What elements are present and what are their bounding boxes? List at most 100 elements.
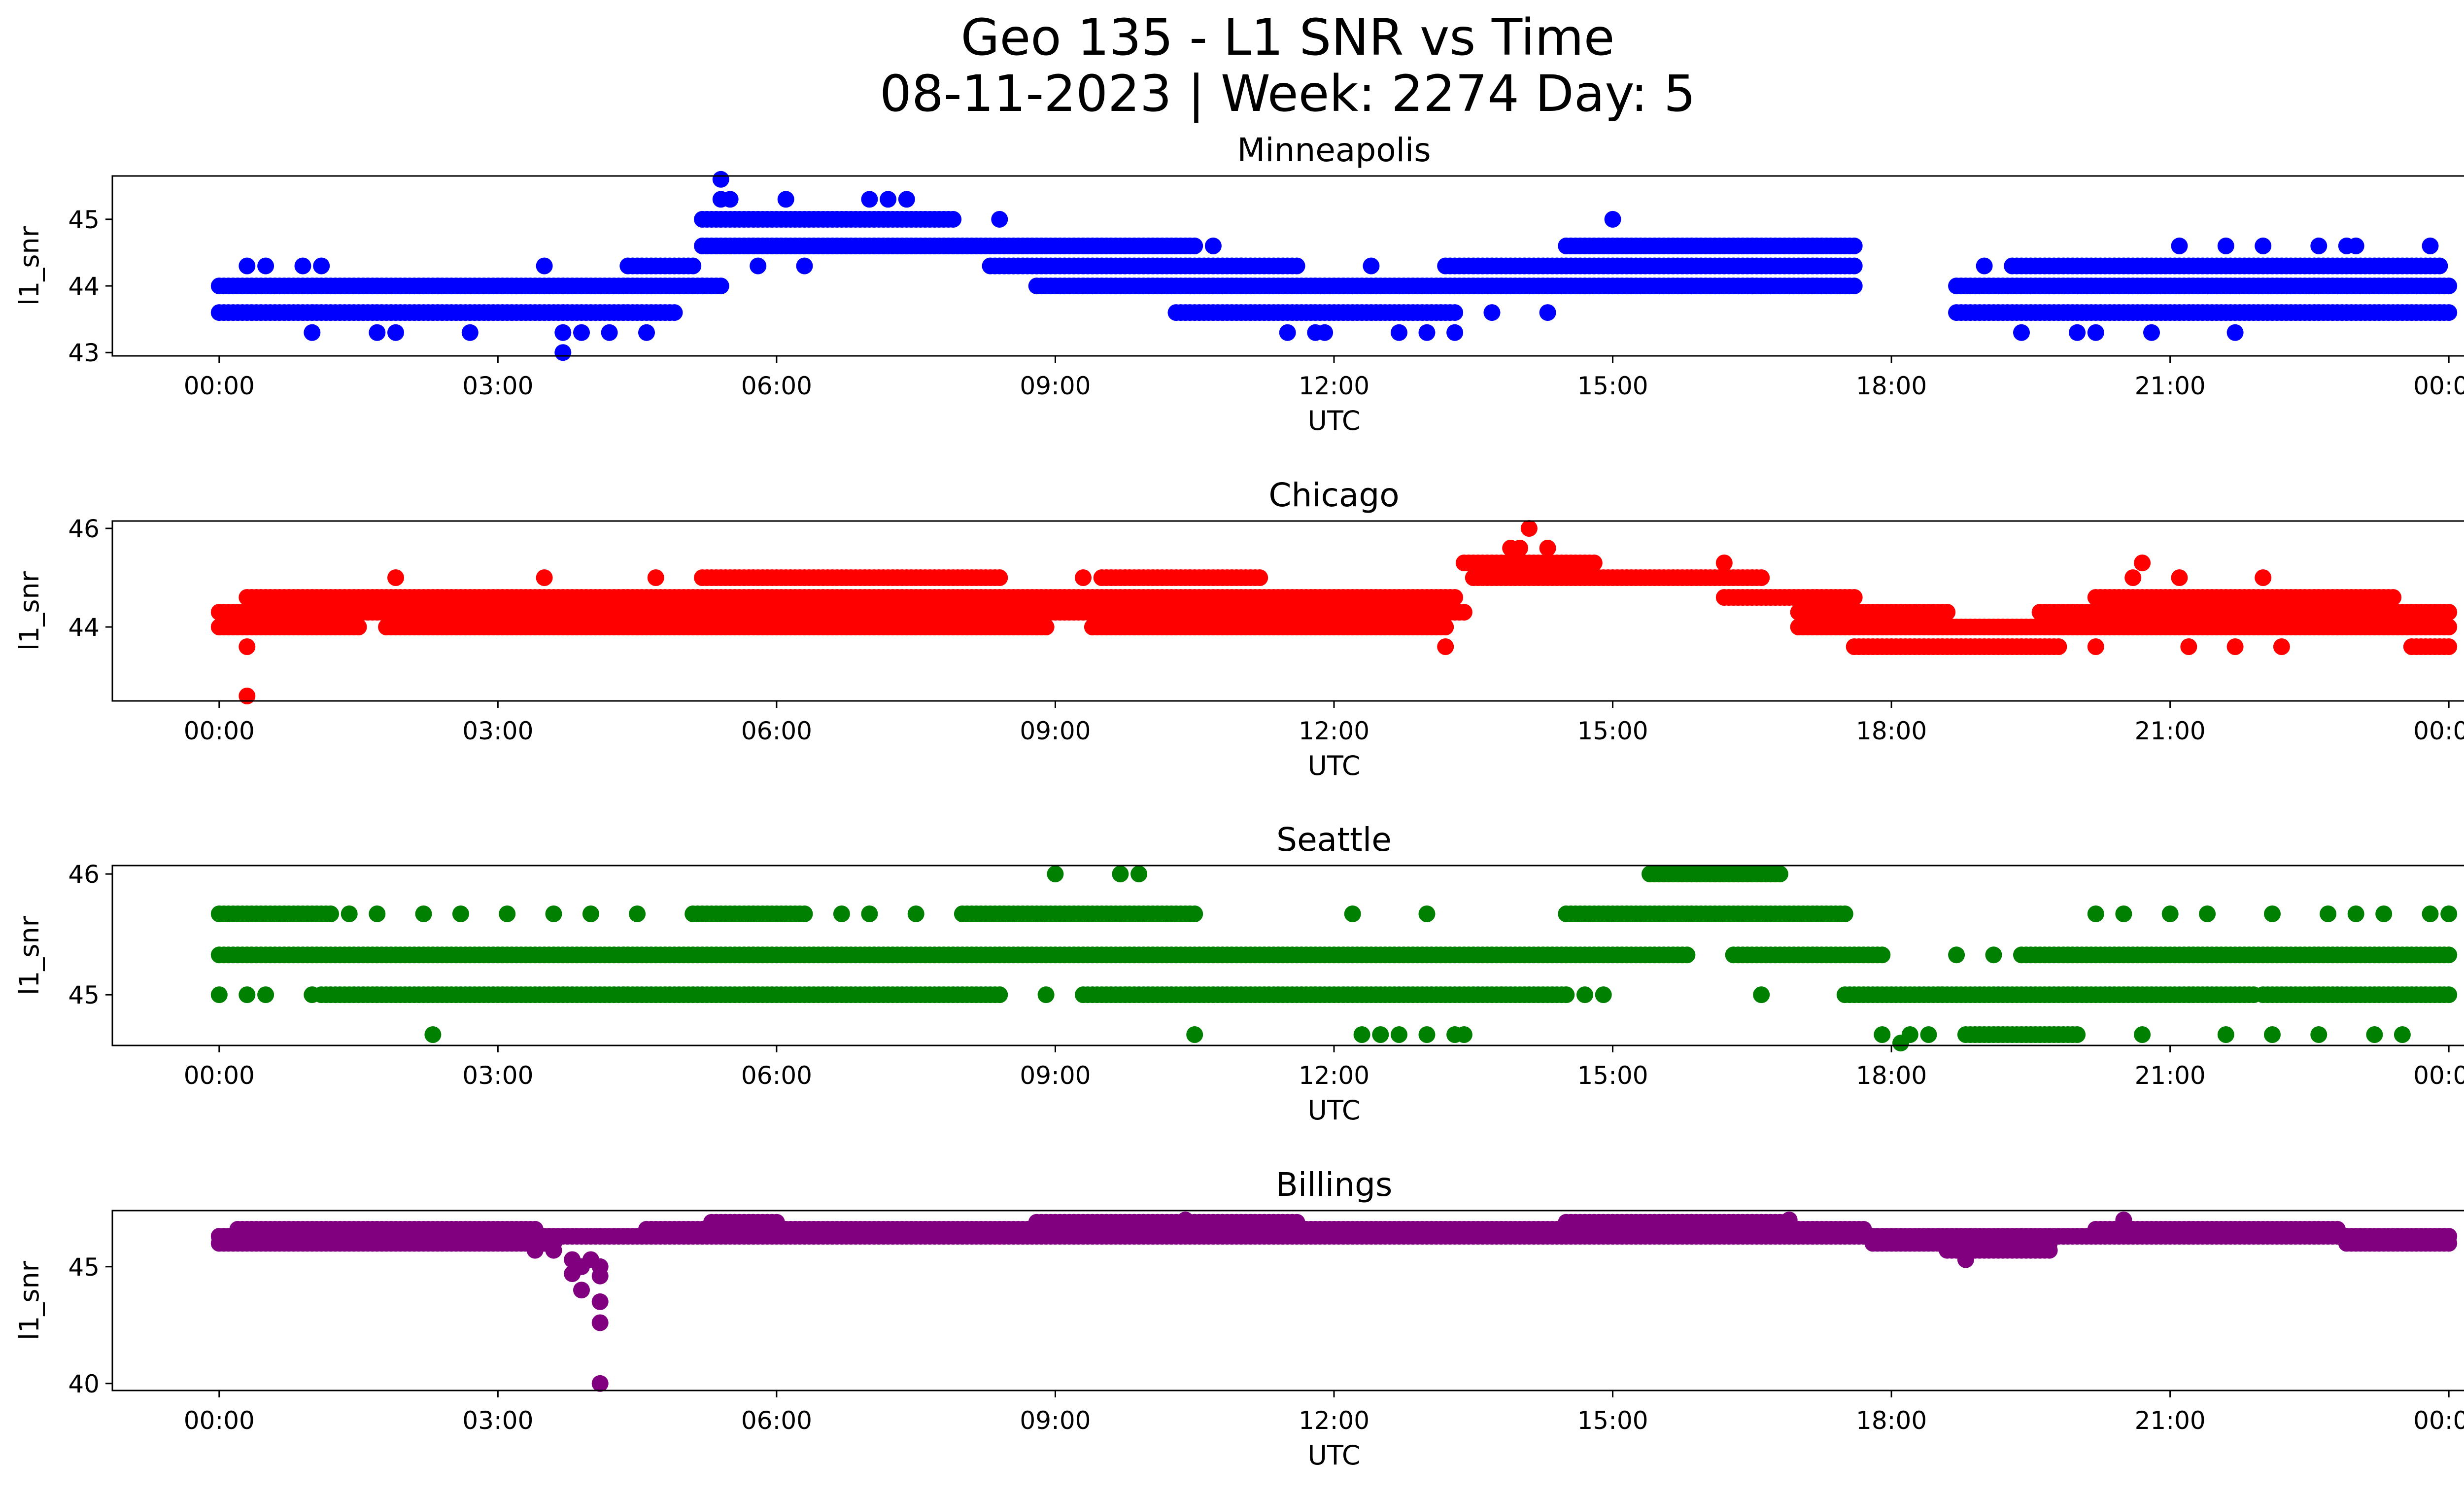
data-point bbox=[1353, 1026, 1370, 1043]
data-point bbox=[2161, 905, 2179, 922]
x-axis-label: UTC bbox=[1307, 1095, 1360, 1126]
data-point bbox=[1576, 986, 1593, 1004]
y-tick-label: 40 bbox=[68, 1370, 100, 1398]
data-point bbox=[387, 569, 404, 586]
x-tick-label: 21:00 bbox=[2135, 1406, 2206, 1435]
x-tick-label: 03:00 bbox=[462, 372, 533, 400]
data-point bbox=[1437, 619, 1454, 635]
data-point bbox=[712, 171, 729, 188]
x-tick-label: 21:00 bbox=[2135, 1061, 2206, 1090]
x-tick-label: 09:00 bbox=[1020, 717, 1091, 745]
x-tick-label: 03:00 bbox=[462, 1406, 533, 1435]
data-point bbox=[768, 1214, 785, 1231]
x-tick-label: 12:00 bbox=[1299, 1406, 1369, 1435]
data-point bbox=[2115, 905, 2132, 922]
data-point bbox=[2217, 1026, 2234, 1043]
x-tick-label: 00:00 bbox=[184, 1406, 255, 1435]
data-point bbox=[638, 324, 655, 341]
data-point bbox=[1186, 905, 1203, 922]
x-tick-label: 00:00 bbox=[2413, 372, 2464, 400]
data-point bbox=[629, 905, 646, 922]
data-point bbox=[304, 986, 321, 1004]
data-point bbox=[1446, 304, 1464, 321]
data-point bbox=[1455, 604, 1472, 621]
y-tick-label: 44 bbox=[68, 613, 100, 642]
data-point bbox=[239, 986, 256, 1004]
data-point bbox=[369, 324, 386, 341]
y-tick-label: 45 bbox=[68, 981, 100, 1009]
data-point bbox=[2069, 324, 2086, 341]
data-point bbox=[591, 1293, 609, 1310]
y-axis-label: l1_snr bbox=[14, 571, 45, 651]
data-point bbox=[591, 1375, 609, 1392]
y-axis-label: l1_snr bbox=[14, 226, 45, 306]
x-tick-label: 09:00 bbox=[1020, 1406, 1091, 1435]
x-tick-label: 18:00 bbox=[1856, 372, 1927, 400]
data-point bbox=[341, 905, 358, 922]
y-tick-label: 46 bbox=[68, 860, 100, 889]
data-point bbox=[2440, 604, 2458, 621]
data-point bbox=[461, 324, 479, 341]
data-point bbox=[2013, 324, 2030, 341]
panel-title: Chicago bbox=[1268, 476, 1399, 514]
data-point bbox=[1455, 1026, 1472, 1043]
data-point bbox=[1585, 555, 1603, 571]
data-point bbox=[1753, 569, 1770, 586]
data-point bbox=[1372, 1026, 1389, 1043]
data-point bbox=[2440, 946, 2458, 964]
x-tick-label: 00:00 bbox=[2413, 717, 2464, 745]
data-point bbox=[1744, 278, 1761, 295]
x-tick-label: 09:00 bbox=[1020, 372, 1091, 400]
data-point bbox=[1446, 324, 1464, 341]
data-point bbox=[1288, 1214, 1305, 1231]
data-point bbox=[1483, 304, 1501, 321]
y-axis-label: l1_snr bbox=[14, 915, 45, 995]
data-point bbox=[1437, 638, 1454, 655]
data-point bbox=[1836, 905, 1853, 922]
data-points bbox=[210, 866, 2458, 1052]
data-point bbox=[861, 191, 878, 208]
data-point bbox=[1037, 986, 1055, 1004]
data-point bbox=[554, 324, 572, 341]
data-point bbox=[1232, 257, 1250, 275]
figure-title: Geo 135 - L1 SNR vs Time bbox=[960, 8, 1615, 67]
data-point bbox=[2171, 237, 2188, 254]
data-point bbox=[1047, 866, 1064, 883]
x-tick-label: 12:00 bbox=[1299, 717, 1369, 745]
data-point bbox=[2041, 1242, 2058, 1259]
data-point bbox=[880, 191, 897, 208]
data-point bbox=[1855, 1220, 1872, 1238]
data-point bbox=[591, 1314, 609, 1331]
data-point bbox=[1595, 986, 1612, 1004]
x-tick-label: 09:00 bbox=[1020, 1061, 1091, 1090]
data-point bbox=[1771, 866, 1788, 883]
data-point bbox=[2440, 986, 2458, 1004]
data-point bbox=[499, 905, 516, 922]
data-point bbox=[1418, 324, 1436, 341]
data-point bbox=[721, 191, 739, 208]
panel-title: Seattle bbox=[1276, 821, 1392, 859]
x-tick-label: 21:00 bbox=[2135, 717, 2206, 745]
x-tick-label: 15:00 bbox=[1577, 372, 1648, 400]
data-point bbox=[536, 569, 553, 586]
data-point bbox=[991, 569, 1008, 586]
data-point bbox=[1288, 257, 1305, 275]
data-point bbox=[1418, 905, 1436, 922]
data-point bbox=[750, 257, 767, 275]
data-point bbox=[2422, 237, 2439, 254]
data-point bbox=[1130, 866, 1148, 883]
data-point bbox=[1558, 986, 1575, 1004]
data-point bbox=[1874, 1026, 1891, 1043]
data-point bbox=[2440, 905, 2458, 922]
data-point bbox=[1344, 905, 1361, 922]
data-point bbox=[424, 1026, 442, 1043]
data-point bbox=[2069, 1026, 2086, 1043]
data-point bbox=[2050, 638, 2067, 655]
data-point bbox=[833, 905, 850, 922]
x-tick-label: 15:00 bbox=[1577, 1061, 1648, 1090]
data-point bbox=[1780, 1212, 1798, 1228]
